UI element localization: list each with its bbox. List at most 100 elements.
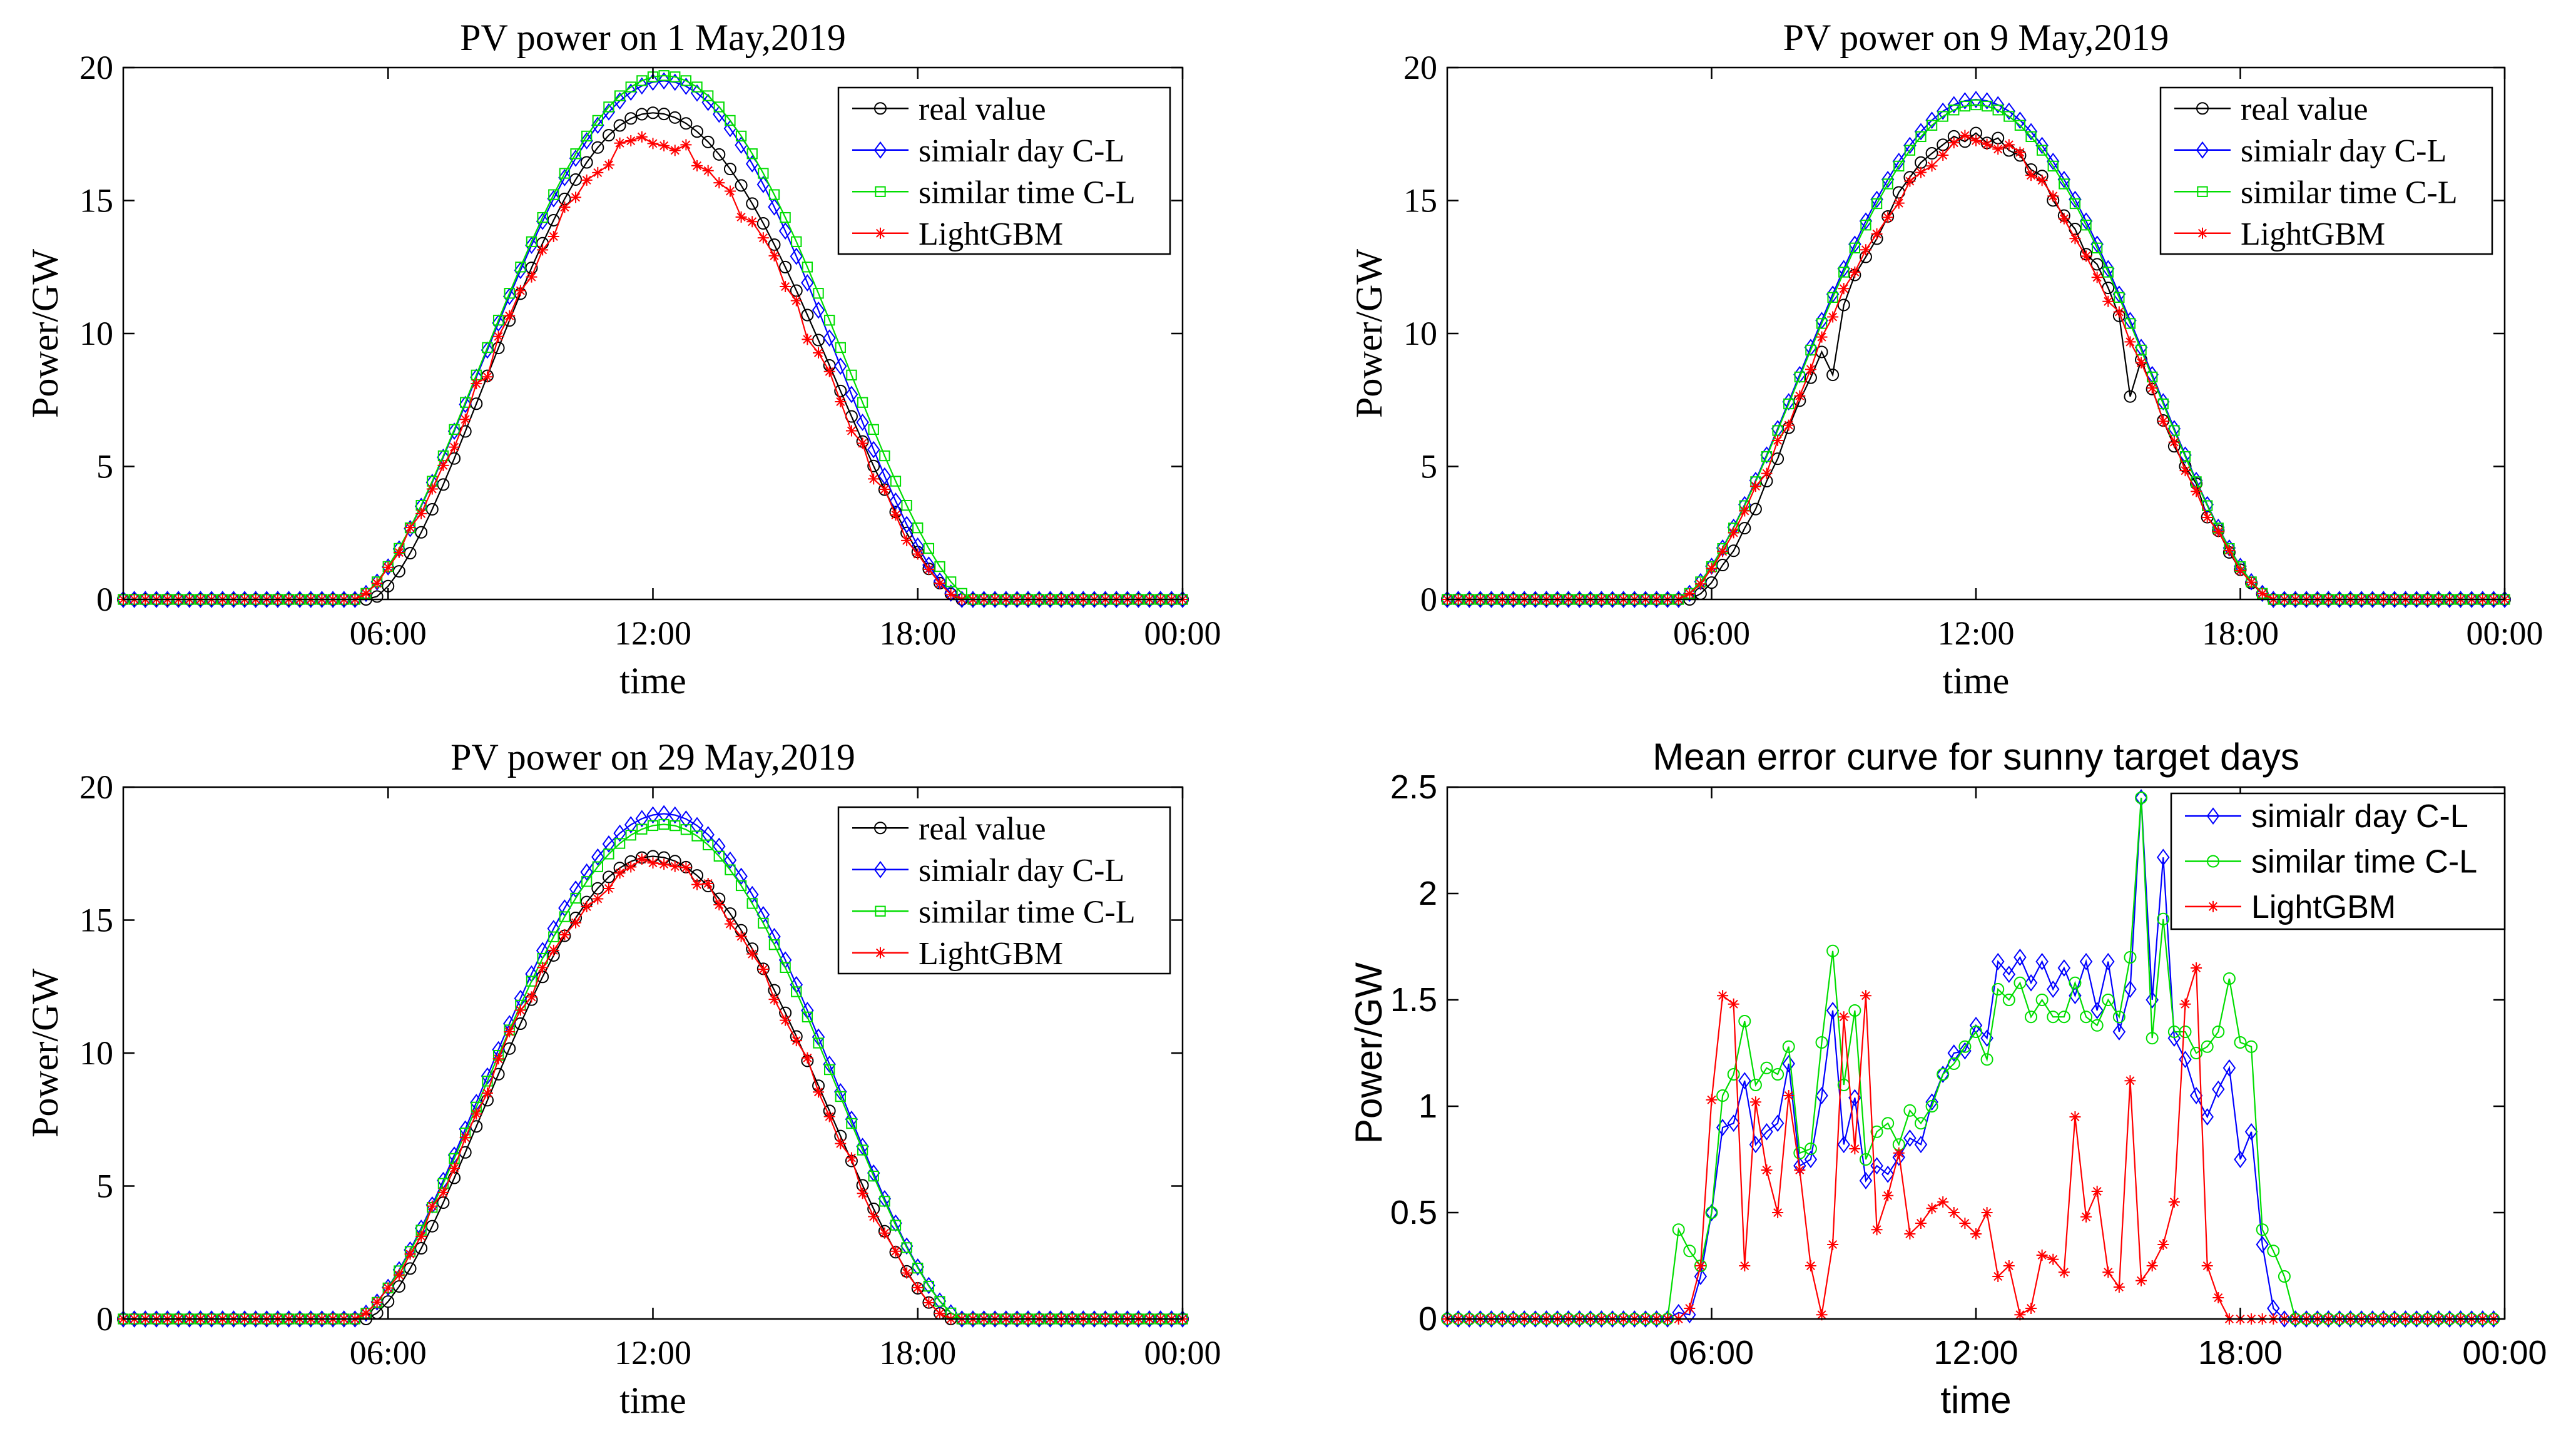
data-point	[2289, 1310, 2302, 1328]
data-point	[382, 1282, 394, 1294]
data-point	[780, 281, 792, 293]
data-point	[1749, 1096, 1761, 1108]
data-point	[2112, 1023, 2126, 1041]
data-point	[2278, 1310, 2291, 1328]
data-point	[2179, 1026, 2192, 1038]
data-point	[768, 994, 780, 1006]
data-point	[2035, 136, 2049, 155]
data-point	[2113, 1281, 2125, 1293]
legend-box	[837, 806, 1171, 975]
data-point	[669, 145, 681, 156]
data-point	[2299, 591, 2313, 608]
data-point	[1639, 591, 1652, 608]
data-point	[691, 830, 703, 842]
data-point	[1838, 1011, 1850, 1023]
data-point	[1507, 1310, 1520, 1328]
data-point	[857, 397, 868, 408]
legend-item: simialr day C-L	[852, 133, 1124, 169]
data-point	[2157, 912, 2170, 925]
data-point	[922, 1276, 935, 1295]
data-point	[1694, 578, 1706, 590]
data-point	[1838, 267, 1850, 278]
data-point	[592, 115, 603, 126]
data-point	[2059, 178, 2070, 190]
data-point	[1904, 1228, 1916, 1240]
data-point	[724, 918, 736, 930]
data-point	[2322, 1310, 2335, 1328]
data-point	[139, 1310, 152, 1328]
x-tick-label: 06:00	[1669, 1334, 1754, 1372]
data-point	[1021, 591, 1035, 608]
x-tick-label: 18:00	[879, 614, 956, 652]
data-point	[745, 885, 759, 904]
data-point	[647, 138, 659, 150]
data-point	[559, 911, 571, 922]
data-point	[1881, 1117, 1895, 1130]
data-point	[835, 1091, 846, 1102]
data-point	[1881, 1165, 1895, 1183]
x-tick-label: 06:00	[350, 614, 427, 652]
data-point	[2487, 591, 2500, 608]
data-point	[2124, 336, 2136, 348]
data-point	[1837, 260, 1850, 278]
data-point	[449, 441, 461, 453]
data-point	[1816, 318, 1828, 329]
data-point	[867, 459, 880, 472]
data-point	[1783, 419, 1795, 431]
data-point	[2454, 1310, 2467, 1328]
data-point	[2212, 1080, 2225, 1098]
data-point	[492, 330, 504, 342]
data-point	[371, 578, 383, 589]
data-point	[923, 1297, 935, 1309]
data-point	[2179, 1051, 2192, 1069]
data-point	[183, 591, 196, 608]
data-point	[2124, 1075, 2136, 1087]
data-point	[779, 260, 792, 273]
data-point	[337, 1310, 350, 1328]
data-point	[415, 1230, 427, 1242]
data-point	[1827, 292, 1838, 303]
data-point	[813, 1037, 824, 1049]
data-point	[1805, 1260, 1816, 1271]
data-point	[912, 1262, 924, 1274]
data-point	[1485, 1310, 1498, 1328]
data-point	[602, 835, 616, 853]
data-point	[1121, 591, 1134, 608]
data-point	[548, 189, 559, 200]
legend-marker	[2196, 102, 2209, 115]
data-point	[2201, 511, 2213, 523]
data-point	[1760, 1123, 1773, 1141]
data-point	[449, 424, 460, 435]
data-point	[1904, 175, 1916, 187]
legend-label: LightGBM	[2251, 889, 2396, 925]
data-point	[1980, 1053, 1993, 1066]
data-point	[1661, 1310, 1674, 1328]
data-point	[415, 507, 427, 519]
data-point	[934, 1308, 946, 1320]
legend-box	[837, 86, 1171, 255]
y-tick-label: 1.5	[1390, 981, 1437, 1019]
y-tick-label: 20	[79, 49, 113, 86]
data-point	[1772, 1207, 1784, 1218]
x-tick-label: 00:00	[1144, 614, 1221, 652]
data-point	[2080, 1011, 2093, 1024]
data-point	[2036, 145, 2048, 156]
data-point	[2465, 1310, 2478, 1328]
data-point	[923, 542, 935, 554]
data-point	[205, 1310, 218, 1328]
chart-panel-mean-error: 06:00 12:00 18:00 00:00 0 0.5 1 1.5 2 2.5 Mean err…	[1348, 736, 2547, 1421]
data-point	[1937, 111, 1948, 122]
data-point	[1011, 1310, 1024, 1328]
data-point	[867, 440, 880, 459]
data-point	[1838, 283, 1850, 295]
data-point	[271, 591, 285, 608]
data-point	[668, 806, 682, 824]
data-point	[977, 1310, 990, 1328]
data-point	[2246, 576, 2258, 588]
data-point	[658, 858, 670, 870]
data-point	[669, 860, 681, 872]
data-point	[1485, 591, 1498, 608]
data-point	[315, 591, 328, 608]
legend-marker	[875, 947, 886, 959]
data-point	[1805, 344, 1816, 356]
